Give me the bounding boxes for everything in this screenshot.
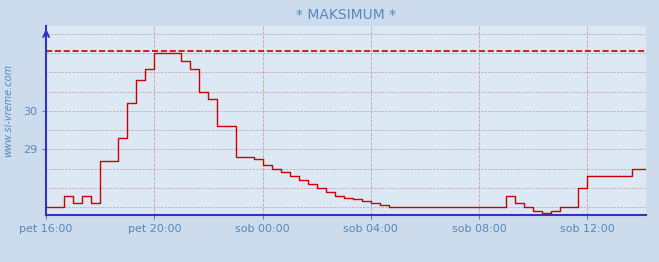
Text: www.si-vreme.com: www.si-vreme.com — [3, 63, 13, 157]
Title: * MAKSIMUM *: * MAKSIMUM * — [296, 8, 396, 22]
